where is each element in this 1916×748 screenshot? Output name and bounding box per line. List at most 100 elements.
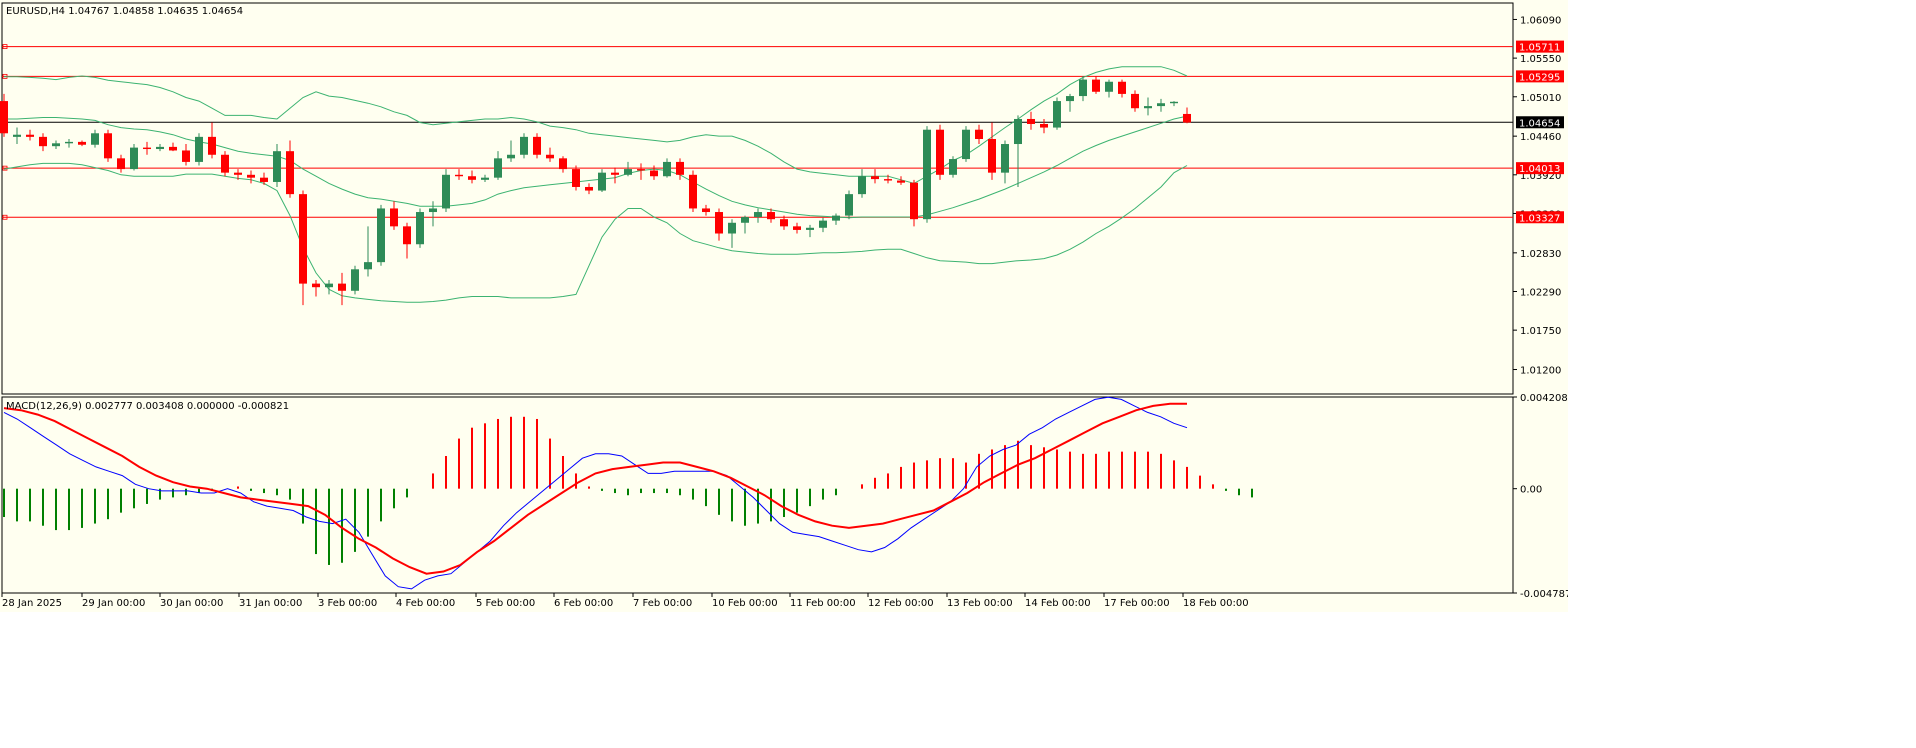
current-price-tag	[1516, 116, 1564, 129]
macd-pane-frame	[1, 396, 1514, 594]
candle-body	[1027, 118, 1035, 124]
candle-body	[754, 212, 762, 218]
price-pane-frame	[1, 2, 1514, 395]
candle-body	[572, 169, 580, 187]
candle-body	[702, 208, 710, 213]
level-tag	[1516, 70, 1564, 83]
price-tick-label: 1.04460	[1520, 132, 1561, 143]
candle-body	[1118, 81, 1126, 94]
level-tag-label: 1.03327	[1519, 213, 1560, 224]
level-tag	[1516, 40, 1564, 53]
candle-body	[1001, 144, 1009, 173]
candle-body	[312, 283, 320, 288]
candle-body	[585, 186, 593, 191]
candle-body	[611, 172, 619, 175]
candle-body	[845, 194, 853, 216]
candle-body	[507, 154, 515, 159]
candle-body	[819, 220, 827, 228]
candle-body	[624, 169, 632, 175]
candle-body	[195, 136, 203, 162]
macd-tick-label: -0.004787	[1520, 589, 1568, 600]
candle-body	[325, 283, 333, 288]
price-tick-label: 1.03920	[1520, 171, 1561, 182]
candle-body	[468, 176, 476, 180]
time-tick-label: 18 Feb 00:00	[1183, 598, 1249, 609]
time-tick-label: 28 Jan 2025	[2, 598, 62, 609]
current-price-label: 1.04654	[1519, 118, 1560, 129]
candle-body	[884, 179, 892, 181]
macd-axis: 0.004208 0.00 -0.004787	[1513, 393, 1571, 600]
candle-body	[741, 217, 749, 223]
candle-body	[1053, 101, 1061, 128]
candle-body	[598, 172, 606, 191]
candle-body	[455, 174, 463, 177]
macd-histogram	[3, 416, 1253, 565]
candle-body	[832, 215, 840, 221]
chart-background	[0, 0, 1568, 612]
candle-body	[689, 174, 697, 209]
time-tick-label: 5 Feb 00:00	[476, 598, 535, 609]
time-tick-label: 13 Feb 00:00	[947, 598, 1013, 609]
candle-body	[286, 151, 294, 195]
bollinger-lower	[3, 162, 1188, 303]
price-tick-label: 1.01200	[1520, 366, 1561, 377]
time-axis: 28 Jan 2025 29 Jan 00:00 30 Jan 00:00 31 Ja…	[1, 593, 1249, 609]
macd-tick-label: 0.00	[1520, 485, 1542, 496]
candle-body	[936, 129, 944, 175]
candle-body	[416, 212, 424, 245]
candle-body	[143, 147, 151, 150]
candle-body	[1157, 103, 1165, 107]
candle-body	[130, 147, 138, 170]
candle-body	[676, 161, 684, 175]
candle-body	[338, 283, 346, 291]
candle-body	[208, 136, 216, 155]
price-and-macd-chart[interactable]: 1.06090 1.05550 1.05010 1.04460 1.03920 1.033…	[0, 0, 1571, 612]
candle-body	[949, 159, 957, 175]
candle-body	[273, 151, 281, 182]
candle-body	[221, 154, 229, 173]
time-tick-label: 7 Feb 00:00	[633, 598, 692, 609]
candle-body	[26, 134, 34, 137]
candle-body	[650, 170, 658, 177]
macd-tick-label: 0.004208	[1520, 393, 1568, 404]
candle-body	[988, 139, 996, 173]
level-tag	[1516, 211, 1564, 224]
candle-body	[351, 269, 359, 291]
price-tick-label: 1.06090	[1520, 15, 1561, 26]
candle-body	[871, 176, 879, 180]
candle-body	[156, 146, 164, 150]
candle-body	[637, 169, 645, 171]
time-tick-label: 31 Jan 00:00	[239, 598, 302, 609]
candle-body	[1170, 101, 1178, 104]
macd-lines	[3, 396, 1188, 590]
chart-window[interactable]: 1.06090 1.05550 1.05010 1.04460 1.03920 1.033…	[0, 0, 1571, 612]
candle-body	[520, 136, 528, 155]
candle-body	[78, 141, 86, 145]
level-tag-label: 1.05295	[1519, 72, 1560, 83]
price-tick-label: 1.02830	[1520, 249, 1561, 260]
candle-body	[39, 136, 47, 147]
macd-line	[3, 396, 1188, 590]
candle-body	[91, 133, 99, 145]
candle-body	[364, 262, 372, 270]
level-anchor	[2, 214, 8, 220]
candle-body	[858, 176, 866, 195]
candle-body	[390, 208, 398, 227]
candle-body	[728, 222, 736, 234]
level-price-tags: 1.05711 1.05295 1.04013 1.03327 1.04654	[1516, 40, 1564, 224]
candle-body	[1131, 93, 1139, 109]
candle-body	[1066, 96, 1074, 102]
price-pane[interactable]: 1.06090 1.05550 1.05010 1.04460 1.03920 1.033…	[0, 2, 1564, 395]
candle-body	[377, 208, 385, 263]
candle-body	[793, 226, 801, 230]
macd-pane[interactable]: 0.004208 0.00 -0.004787 MACD(12,26,9) 0.00…	[1, 393, 1571, 600]
signal-line	[3, 402, 1187, 575]
candle-body	[663, 161, 671, 177]
bollinger-upper	[4, 66, 1188, 184]
candle-body	[234, 172, 242, 175]
candle-body	[897, 180, 905, 183]
candle-body	[1183, 113, 1191, 123]
candle-body	[1014, 118, 1022, 145]
candle-body	[260, 177, 268, 182]
level-tag-label: 1.05711	[1519, 43, 1560, 54]
